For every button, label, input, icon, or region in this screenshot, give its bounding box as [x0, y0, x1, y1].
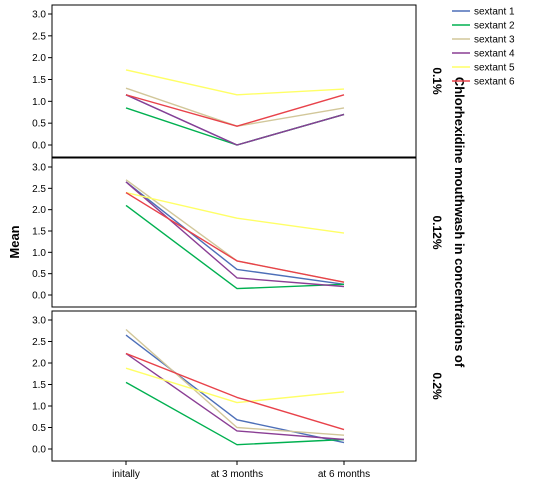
x-axis-ticks: initally at 3 months at 6 months: [112, 461, 370, 480]
legend-item: sextant 5: [452, 63, 515, 74]
series-line-sextant-6: [125, 192, 345, 283]
chart-panels: 0.0 0.5 1.0 1.5 2.0 2.5 3.0 0.1% 0.0 0.5 1.0 1.5 2.0…: [32, 4, 444, 462]
series-line-sextant-4: [125, 181, 345, 288]
y-tick-label: 2.5: [32, 31, 46, 42]
legend-label: sextant 4: [474, 49, 515, 60]
legend-item: sextant 1: [452, 7, 515, 18]
side-label: Chlorhexidine mouthwash in concentration…: [452, 77, 467, 368]
y-tick-label: 2.5: [32, 184, 46, 195]
y-tick-label: 0.5: [32, 119, 46, 130]
y-axis-label: Mean: [7, 225, 22, 258]
x-tick-label: at 3 months: [211, 469, 263, 480]
series-line-sextant-2: [125, 204, 345, 290]
series-line-sextant-2: [125, 381, 345, 446]
series-line-sextant-6: [125, 94, 345, 127]
series-line-sextant-5: [125, 367, 345, 404]
y-tick-label: 1.0: [32, 248, 46, 259]
series-line-sextant-4: [125, 94, 345, 146]
y-tick-label: 2.0: [32, 53, 46, 64]
series-line-sextant-3: [125, 328, 345, 436]
legend-item: sextant 2: [452, 21, 515, 32]
series-line-sextant-5: [125, 69, 345, 96]
panel-frame: [51, 310, 417, 462]
panel-1: 0.0 0.5 1.0 1.5 2.0 2.5 3.0 0.1%: [32, 4, 444, 158]
y-tick-label: 3.0: [32, 163, 46, 174]
y-tick-label: 0.0: [32, 291, 46, 302]
y-tick-label: 2.0: [32, 205, 46, 216]
y-tick-label: 1.0: [32, 402, 46, 413]
series-line-sextant-1: [125, 94, 345, 146]
chart-legend: sextant 1 sextant 2 sextant 3 sextant 4 sext…: [452, 7, 515, 88]
legend-label: sextant 1: [474, 7, 515, 18]
y-tick-label: 1.0: [32, 97, 46, 108]
x-tick-label: at 6 months: [318, 469, 370, 480]
y-tick-label: 1.5: [32, 380, 46, 391]
y-tick-label: 1.5: [32, 75, 46, 86]
legend-label: sextant 2: [474, 21, 515, 32]
series-line-sextant-3: [125, 179, 345, 283]
y-tick-label: 3.0: [32, 10, 46, 21]
series-line-sextant-5: [125, 191, 345, 234]
panel-label: 0.1%: [430, 67, 444, 95]
legend-item: sextant 4: [452, 49, 515, 60]
panel-2: 0.0 0.5 1.0 1.5 2.0 2.5 3.0 0.12%: [32, 157, 444, 308]
x-tick-label: initally: [112, 469, 140, 480]
series-line-sextant-1: [125, 181, 345, 285]
panel-label: 0.12%: [430, 215, 444, 249]
panel-3: 0.0 0.5 1.0 1.5 2.0 2.5 3.0 0.2%: [32, 310, 444, 462]
legend-label: sextant 5: [474, 63, 515, 74]
y-tick-label: 3.0: [32, 316, 46, 327]
y-tick-label: 1.5: [32, 227, 46, 238]
legend-item: sextant 3: [452, 35, 515, 46]
series-line-sextant-1: [125, 334, 345, 444]
y-tick-label: 0.5: [32, 269, 46, 280]
panel-frame: [51, 157, 417, 308]
legend-item: sextant 6: [452, 77, 515, 88]
y-tick-label: 0.0: [32, 445, 46, 456]
legend-label: sextant 6: [474, 77, 515, 88]
y-tick-label: 0.5: [32, 423, 46, 434]
series-line-sextant-6: [125, 352, 345, 431]
panel-label: 0.2%: [430, 372, 444, 400]
legend-label: sextant 3: [474, 35, 515, 46]
panel-frame: [51, 4, 417, 158]
y-tick-label: 2.0: [32, 359, 46, 370]
y-tick-label: 0.0: [32, 141, 46, 152]
y-tick-label: 2.5: [32, 337, 46, 348]
